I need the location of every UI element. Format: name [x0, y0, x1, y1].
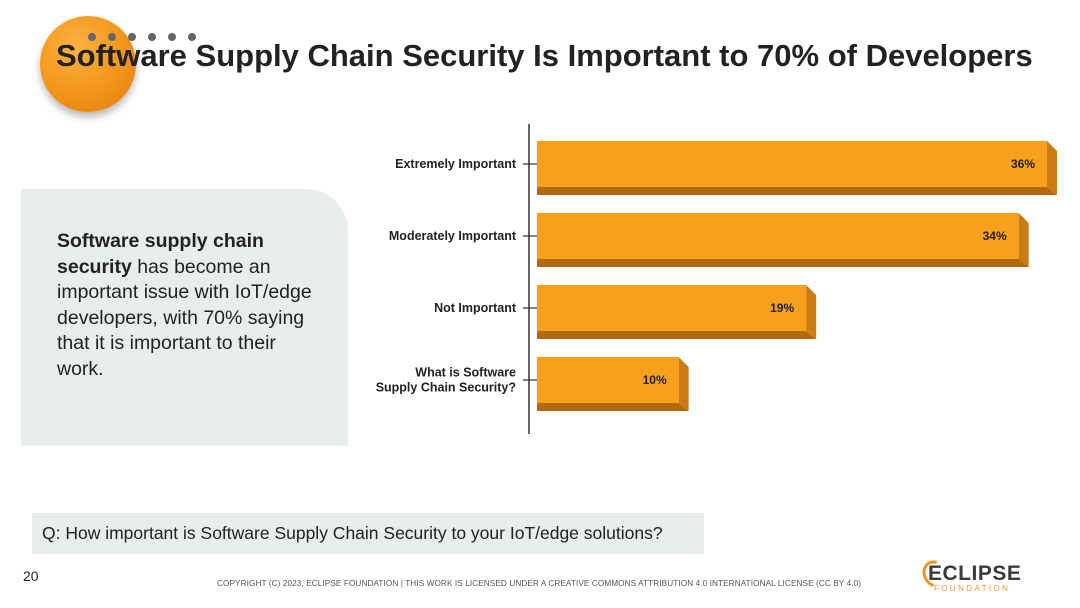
bar-value-label: 19% [770, 301, 794, 315]
eclipse-foundation-logo: ECLIPSE FOUNDATION [917, 555, 1026, 595]
callout-bold-text: Software supply chain security [57, 230, 264, 278]
dot [108, 33, 116, 41]
callout-text: Software supply chain security has becom… [57, 229, 317, 382]
category-label-line: Supply Chain Security? [376, 381, 516, 395]
category-label-line: Moderately Important [389, 229, 517, 243]
logo-wordmark: ECLIPSE [928, 562, 1022, 585]
dot [88, 33, 96, 41]
callout-body-text: has become an important issue with IoT/e… [57, 255, 312, 380]
category-label-line: Not Important [434, 301, 517, 315]
bar-bottom-face [537, 403, 689, 411]
bar [537, 357, 679, 403]
category-label: What is Software Supply Chain Security? [376, 366, 516, 395]
category-label-line: Extremely Important [395, 157, 517, 171]
category-label: Extremely Important [395, 157, 517, 171]
dot [188, 33, 196, 41]
bar-value-label: 36% [1011, 157, 1035, 171]
bar-bottom-face [537, 187, 1057, 195]
bar-value-label: 10% [643, 373, 667, 387]
survey-question-text: Q: How important is Software Supply Chai… [42, 523, 663, 543]
bar-value-label: 34% [983, 229, 1007, 243]
category-label-line: What is Software [415, 366, 516, 380]
page-number: 20 [23, 568, 39, 584]
bar-side-face [806, 285, 817, 339]
bar [537, 285, 807, 331]
bar-side-face [1018, 213, 1029, 267]
bar-side-face [678, 357, 689, 411]
dot-row-decoration [88, 33, 196, 41]
orange-circle-graphic [40, 16, 136, 112]
category-label: Not Important [434, 301, 517, 315]
bar [537, 141, 1047, 187]
bar-bottom-face [537, 331, 817, 339]
callout-box: Software supply chain security has becom… [21, 189, 348, 446]
dot [168, 33, 176, 41]
bar-bottom-face [537, 259, 1029, 267]
bar-side-face [1047, 141, 1057, 195]
dot [128, 33, 136, 41]
survey-question-box: Q: How important is Software Supply Chai… [32, 513, 704, 554]
bar [537, 213, 1019, 259]
logo-subtext: FOUNDATION [934, 584, 1011, 593]
copyright-notice: COPYRIGHT (C) 2023, ECLIPSE FOUNDATION |… [217, 579, 862, 588]
slide-title: Software Supply Chain Security Is Import… [56, 38, 1033, 73]
importance-bar-chart: 36% Extremely Important 34% Moderately Impo… [376, 124, 1057, 434]
dot [148, 33, 156, 41]
category-label: Moderately Important [389, 229, 517, 243]
